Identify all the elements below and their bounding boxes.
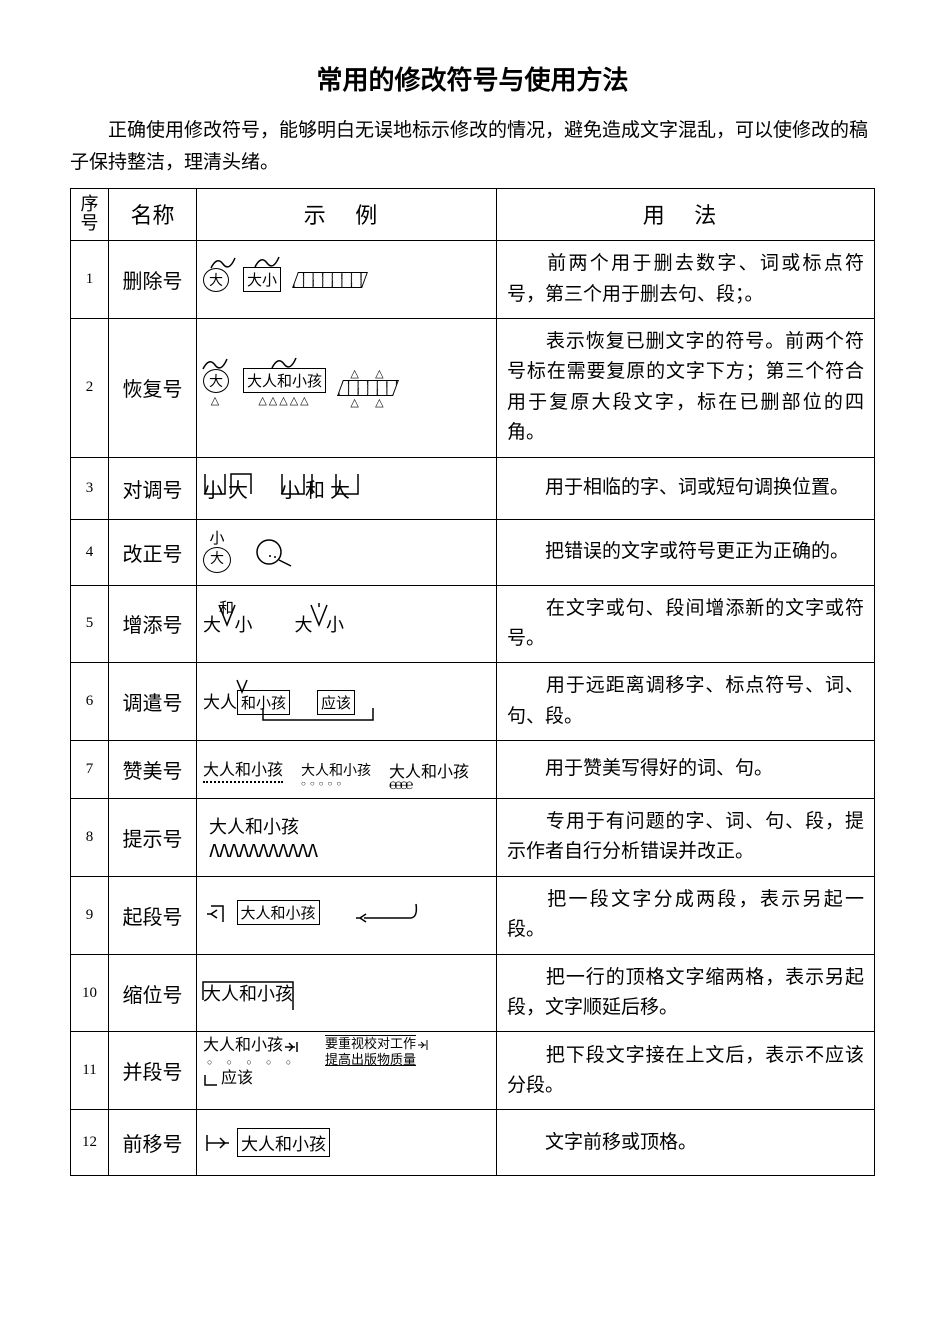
table-row: 7 赞美号 大人和小孩 大人和小孩 ○○○○○ 大人和小孩 ℮℮℮℮ 用于赞美写… <box>71 741 875 799</box>
table-row: 5 增添号 和 大 小 大 小 在文字或句、段间增添新的文字或符号。 <box>71 585 875 663</box>
row-name: 增添号 <box>109 585 197 663</box>
row-usage: 在文字或句、段间增添新的文字或符号。 <box>497 585 875 663</box>
row-name: 缩位号 <box>109 954 197 1032</box>
row-usage: 把下段文字接在上文后，表示不应该分段。 <box>497 1032 875 1110</box>
row-num: 8 <box>71 799 109 877</box>
row-name: 对调号 <box>109 457 197 519</box>
row-name: 前移号 <box>109 1110 197 1176</box>
row-usage: 把一段文字分成两段，表示另起一段。 <box>497 876 875 954</box>
col-name: 名称 <box>109 188 197 241</box>
row-num: 3 <box>71 457 109 519</box>
table-row: 12 前移号 大人和小孩 文字前移或顶格。 <box>71 1110 875 1176</box>
page-title: 常用的修改符号与使用方法 <box>70 60 875 97</box>
row-usage: 前两个用于删去数字、词或标点符号，第三个用于删去句、段；。 <box>497 241 875 319</box>
row-usage: 文字前移或顶格。 <box>497 1110 875 1176</box>
intro-paragraph: 正确使用修改符号，能够明白无误地标示修改的情况，避免造成文字混乱，可以使修改的稿… <box>70 115 875 180</box>
col-example: 示 例 <box>197 188 497 241</box>
row-example: 大人和小孩 ○ ○ ○ ○ ○ 应该 要重视校对工作 提高出版物质量 <box>197 1032 497 1110</box>
table-header-row: 序号 名称 示 例 用 法 <box>71 188 875 241</box>
row-usage: 表示恢复已删文字的符号。前两个符号标在需要复原的文字下方；第三个符合用于复原大段… <box>497 318 875 457</box>
row-num: 11 <box>71 1032 109 1110</box>
row-num: 5 <box>71 585 109 663</box>
row-name: 删除号 <box>109 241 197 319</box>
table-row: 10 缩位号 大人和小孩 把一行的顶格文字缩两格，表示另起段，文字顺延后移。 <box>71 954 875 1032</box>
row-num: 9 <box>71 876 109 954</box>
row-usage: 把错误的文字或符号更正为正确的。 <box>497 519 875 585</box>
row-example: 大人和小孩 ΛΛΛΛΛΛΛΛΛΛΛ <box>197 799 497 877</box>
symbols-table: 序号 名称 示 例 用 法 1 删除号 大 大小 前两个用于删去数字、词或标点符… <box>70 188 875 1177</box>
table-row: 4 改正号 小 大 把错误的文字或符号更正为正确的。 <box>71 519 875 585</box>
row-num: 1 <box>71 241 109 319</box>
row-example: 大人和小孩 <box>197 876 497 954</box>
row-example: 大人和小孩 <box>197 954 497 1032</box>
table-row: 9 起段号 大人和小孩 把一段文字分成两段，表示另起一段。 <box>71 876 875 954</box>
row-example: 大 △ 大人和小孩 △△△△△ △ △ △ △ <box>197 318 497 457</box>
table-row: 11 并段号 大人和小孩 ○ ○ ○ ○ ○ 应该 要重视校对工作 提高出版物质… <box>71 1032 875 1110</box>
row-num: 6 <box>71 663 109 741</box>
row-usage: 用于远距离调移字、标点符号、词、句、段。 <box>497 663 875 741</box>
row-example: 大人和小孩 应该 <box>197 663 497 741</box>
row-num: 12 <box>71 1110 109 1176</box>
row-name: 提示号 <box>109 799 197 877</box>
row-usage: 用于相临的字、词或短句调换位置。 <box>497 457 875 519</box>
row-name: 调遣号 <box>109 663 197 741</box>
row-usage: 把一行的顶格文字缩两格，表示另起段，文字顺延后移。 <box>497 954 875 1032</box>
row-num: 2 <box>71 318 109 457</box>
table-row: 6 调遣号 大人和小孩 应该 用于远距离调移字、标点符号、词、句、段。 <box>71 663 875 741</box>
row-name: 恢复号 <box>109 318 197 457</box>
row-name: 起段号 <box>109 876 197 954</box>
table-row: 2 恢复号 大 △ 大人和小孩 △△△△△ △ △ △ △ <box>71 318 875 457</box>
table-row: 1 删除号 大 大小 前两个用于删去数字、词或标点符号，第三个用于删去句、段；。 <box>71 241 875 319</box>
row-usage: 专用于有问题的字、词、句、段，提示作者自行分析错误并改正。 <box>497 799 875 877</box>
col-usage: 用 法 <box>497 188 875 241</box>
row-name: 赞美号 <box>109 741 197 799</box>
col-num: 序号 <box>71 188 109 241</box>
row-num: 10 <box>71 954 109 1032</box>
row-example: 和 大 小 大 小 <box>197 585 497 663</box>
table-row: 3 对调号 小 大 小 和 大 用于相临的字、词或短句调换位置。 <box>71 457 875 519</box>
row-num: 7 <box>71 741 109 799</box>
row-example: 小 大 小 和 大 <box>197 457 497 519</box>
row-usage: 用于赞美写得好的词、句。 <box>497 741 875 799</box>
row-num: 4 <box>71 519 109 585</box>
table-row: 8 提示号 大人和小孩 ΛΛΛΛΛΛΛΛΛΛΛ 专用于有问题的字、词、句、段，提… <box>71 799 875 877</box>
row-example: 大人和小孩 大人和小孩 ○○○○○ 大人和小孩 ℮℮℮℮ <box>197 741 497 799</box>
row-name: 并段号 <box>109 1032 197 1110</box>
row-example: 小 大 <box>197 519 497 585</box>
row-example: 大人和小孩 <box>197 1110 497 1176</box>
row-name: 改正号 <box>109 519 197 585</box>
row-example: 大 大小 <box>197 241 497 319</box>
